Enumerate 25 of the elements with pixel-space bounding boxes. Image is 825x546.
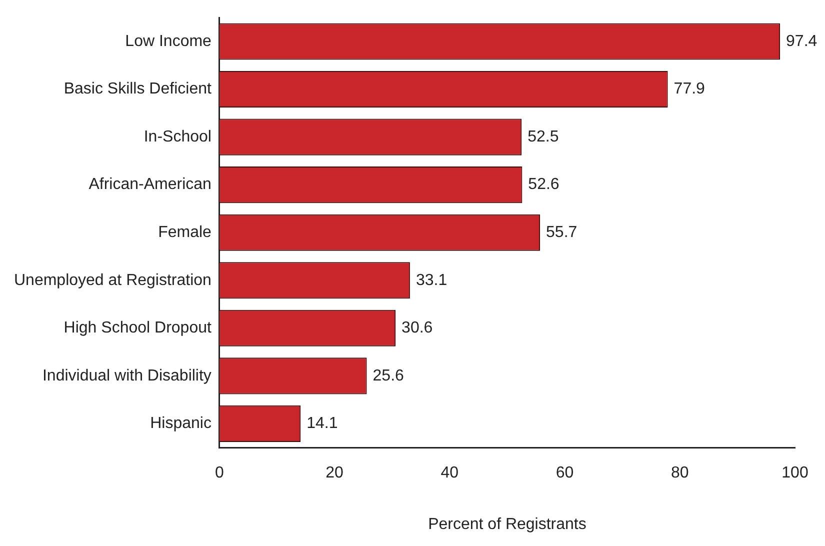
x-tick-label: 60	[556, 464, 574, 482]
y-tick-label: High School Dropout	[64, 320, 212, 337]
y-tick-label: Low Income	[125, 32, 212, 50]
data-label: 97.4	[786, 32, 818, 50]
x-tick-label: 100	[782, 464, 808, 482]
y-tick-label: Hispanic	[150, 415, 212, 432]
y-tick-label: In-School	[144, 128, 212, 146]
data-label: 55.7	[546, 224, 578, 242]
data-label: 14.1	[306, 415, 338, 432]
x-tick-label: 40	[440, 464, 459, 482]
y-tick-label: Unemployed at Registration	[14, 272, 212, 289]
x-tick-label: 20	[326, 464, 344, 482]
y-tick-label: Individual with Disability	[42, 367, 212, 384]
data-label: 25.6	[372, 367, 404, 384]
data-label: 33.1	[416, 272, 448, 289]
data-label: 52.6	[528, 176, 560, 194]
y-tick-label: African-American	[88, 176, 212, 194]
x-tick-label: 80	[670, 464, 689, 482]
data-label: 77.9	[674, 80, 706, 98]
y-tick-label: Basic Skills Deficient	[64, 80, 212, 98]
y-tick-label: Female	[158, 224, 212, 242]
data-label: 52.5	[528, 128, 559, 146]
x-axis-title: Percent of Registrants	[428, 516, 586, 533]
data-label: 30.6	[402, 320, 433, 337]
x-tick-label: 0	[214, 464, 224, 482]
